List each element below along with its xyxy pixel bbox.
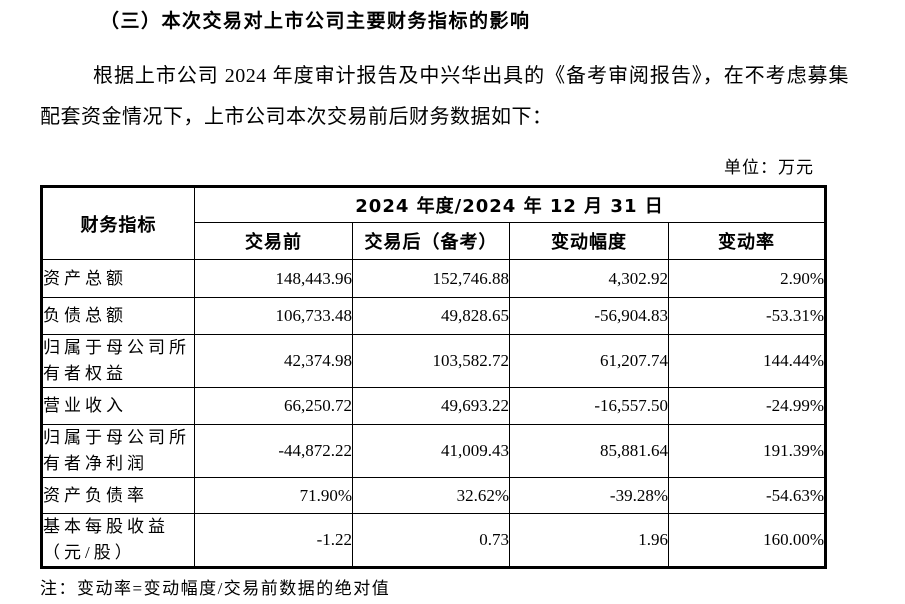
table-row-asset-liability-ratio: 资产负债率 71.90% 32.62% -39.28% -54.63%	[41, 477, 827, 514]
row-label: 归属于母公司所有者权益	[41, 334, 195, 388]
cell-post-transaction: 41,009.43	[352, 424, 510, 478]
cell-post-transaction: 152,746.88	[352, 259, 510, 298]
cell-change-amount: -16,557.50	[509, 387, 669, 425]
cell-change-rate: 191.39%	[667, 424, 827, 478]
table-note: 注：变动率=变动幅度/交易前数据的绝对值	[40, 579, 391, 598]
cell-change-amount: 85,881.64	[509, 424, 669, 478]
table-header-row-1: 财务指标 2024 年度/2024 年 12 月 31 日	[41, 186, 827, 260]
row-label: 负债总额	[41, 297, 195, 335]
cell-change-amount: -39.28%	[509, 477, 669, 514]
header-cell-change-amount: 变动幅度	[509, 222, 669, 260]
cell-change-rate: -24.99%	[667, 387, 827, 425]
cell-pre-transaction: 71.90%	[194, 477, 353, 514]
cell-change-amount: 1.96	[509, 513, 669, 568]
row-label: 基本每股收益（元/股）	[41, 513, 195, 568]
cell-pre-transaction: -44,872.22	[194, 424, 353, 478]
table-row-basic-eps: 基本每股收益（元/股） -1.22 0.73 1.96 160.00%	[41, 513, 827, 568]
row-label: 营业收入	[41, 387, 195, 425]
table-row-operating-revenue: 营业收入 66,250.72 49,693.22 -16,557.50 -24.…	[41, 387, 827, 425]
table-row-parent-equity: 归属于母公司所有者权益 42,374.98 103,582.72 61,207.…	[41, 334, 827, 388]
cell-post-transaction: 49,828.65	[352, 297, 510, 335]
cell-pre-transaction: 42,374.98	[194, 334, 353, 388]
row-label: 资产总额	[41, 259, 195, 298]
cell-change-rate: 2.90%	[667, 259, 827, 298]
cell-change-amount: 4,302.92	[509, 259, 669, 298]
cell-post-transaction: 103,582.72	[352, 334, 510, 388]
section-heading: （三）本次交易对上市公司主要财务指标的影响	[100, 10, 531, 32]
table-row-total-assets: 资产总额 148,443.96 152,746.88 4,302.92 2.90…	[41, 259, 827, 298]
cell-change-rate: -53.31%	[667, 297, 827, 335]
cell-pre-transaction: 148,443.96	[194, 259, 353, 298]
header-cell-change-rate: 变动率	[667, 222, 827, 260]
row-label: 归属于母公司所有者净利润	[41, 424, 195, 478]
cell-change-rate: 144.44%	[667, 334, 827, 388]
document-page: （三）本次交易对上市公司主要财务指标的影响 根据上市公司 2024 年度审计报告…	[0, 8, 905, 604]
header-cell-post-transaction: 交易后（备考）	[352, 222, 510, 260]
cell-post-transaction: 32.62%	[352, 477, 510, 514]
cell-post-transaction: 49,693.22	[352, 387, 510, 425]
cell-change-amount: -56,904.83	[509, 297, 669, 335]
cell-post-transaction: 0.73	[352, 513, 510, 568]
header-cell-period: 2024 年度/2024 年 12 月 31 日	[193, 186, 827, 223]
unit-label: 单位：万元	[724, 158, 814, 177]
table-row-parent-net-profit: 归属于母公司所有者净利润 -44,872.22 41,009.43 85,881…	[41, 424, 827, 478]
intro-paragraph: 根据上市公司 2024 年度审计报告及中兴华出具的《备考审阅报告》，在不考虑募集…	[40, 65, 849, 128]
header-cell-pre-transaction: 交易前	[194, 222, 353, 260]
cell-change-amount: 61,207.74	[509, 334, 669, 388]
cell-pre-transaction: -1.22	[194, 513, 353, 568]
table-row-total-liabilities: 负债总额 106,733.48 49,828.65 -56,904.83 -53…	[41, 297, 827, 335]
header-cell-financial-indicator: 财务指标	[41, 186, 195, 260]
row-label: 资产负债率	[41, 477, 195, 514]
financial-indicators-table: 财务指标 2024 年度/2024 年 12 月 31 日 交易前 交易后（备考…	[40, 185, 828, 569]
cell-pre-transaction: 66,250.72	[194, 387, 353, 425]
cell-change-rate: 160.00%	[667, 513, 827, 568]
cell-change-rate: -54.63%	[667, 477, 827, 514]
table-header-row-2: 交易前 交易后（备考） 变动幅度 变动率	[42, 222, 827, 260]
cell-pre-transaction: 106,733.48	[194, 297, 353, 335]
